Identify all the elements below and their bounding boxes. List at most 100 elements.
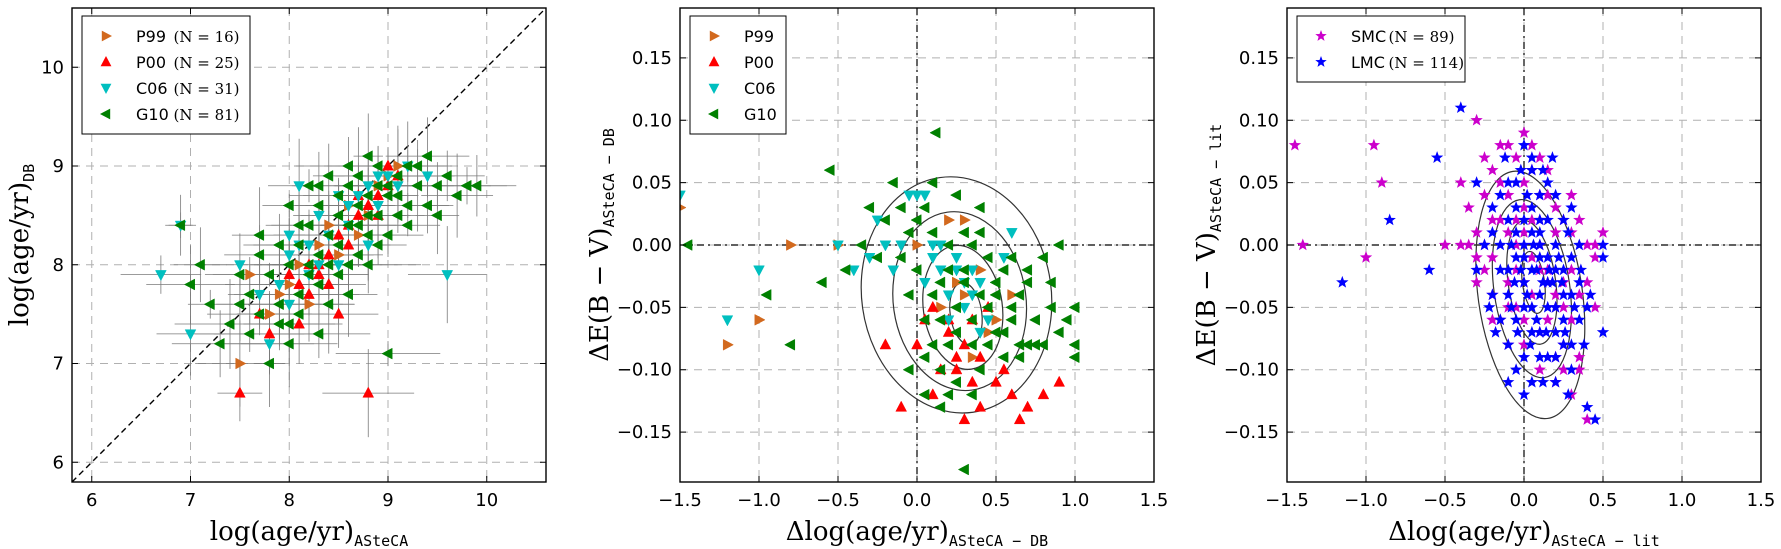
data-point — [353, 229, 365, 241]
data-point — [1438, 238, 1452, 251]
data-point — [234, 260, 246, 272]
data-point — [1470, 275, 1483, 288]
data-point — [1588, 300, 1602, 313]
data-point — [929, 126, 941, 139]
data-point — [312, 249, 324, 261]
data-point — [1549, 325, 1562, 338]
data-point — [919, 190, 931, 202]
data-point — [989, 326, 1001, 339]
data-point — [1489, 325, 1502, 338]
data-point — [294, 258, 306, 271]
data-point — [959, 289, 971, 301]
data-point — [1044, 276, 1056, 289]
data-point — [1581, 300, 1594, 313]
density-contour — [860, 176, 1053, 414]
data-point — [322, 170, 334, 182]
data-point — [975, 264, 987, 276]
data-point — [352, 208, 365, 220]
data-point — [421, 171, 434, 183]
data-point — [1336, 275, 1349, 288]
x-tick-label: 9 — [382, 490, 393, 511]
data-point — [1502, 263, 1515, 276]
legend-label-c06: C06 — [136, 79, 168, 98]
data-point — [303, 240, 315, 252]
data-point — [382, 159, 394, 171]
data-point — [989, 289, 1001, 301]
data-point — [1588, 238, 1602, 251]
data-point — [878, 214, 890, 226]
data-point — [1383, 213, 1396, 226]
data-point — [1013, 351, 1025, 364]
data-point — [283, 230, 296, 242]
data-point — [1549, 238, 1562, 251]
data-point — [1536, 375, 1550, 388]
legend-marker-smc — [1315, 30, 1327, 41]
density-contour — [1475, 170, 1586, 420]
data-point — [1502, 275, 1515, 288]
y-tick-label: 9 — [53, 156, 64, 177]
data-point — [1533, 213, 1546, 226]
data-point — [1573, 363, 1586, 375]
data-point — [1470, 250, 1483, 263]
data-point — [1486, 313, 1499, 326]
data-point — [949, 301, 961, 314]
data-point — [235, 357, 247, 370]
data-point — [784, 338, 796, 351]
data-point — [902, 289, 914, 301]
data-point — [302, 219, 314, 232]
data-point — [911, 338, 923, 350]
data-point — [1486, 288, 1499, 301]
legend-label-c06: C06 — [744, 79, 776, 98]
data-point — [966, 290, 979, 302]
data-point — [1533, 350, 1546, 363]
data-point — [1052, 239, 1064, 251]
data-point — [272, 298, 284, 311]
data-point — [1494, 263, 1507, 276]
data-point — [283, 268, 296, 280]
x-tick-label: 8 — [284, 490, 295, 511]
x-tick-label: 1.5 — [1140, 490, 1169, 511]
x-tick-label: −0.5 — [1423, 490, 1467, 511]
data-point — [312, 328, 324, 340]
y-tick-label: −0.10 — [1224, 360, 1279, 381]
data-point — [284, 278, 296, 291]
data-point — [1494, 176, 1507, 188]
data-point — [1053, 375, 1066, 387]
data-point — [1577, 338, 1591, 351]
data-point — [1581, 400, 1594, 413]
data-point — [1486, 163, 1499, 176]
data-point — [966, 265, 979, 277]
data-point — [1573, 238, 1586, 251]
data-point — [420, 150, 432, 162]
y-tick-label: 8 — [53, 255, 64, 276]
data-point — [411, 179, 423, 192]
data-point — [1517, 275, 1531, 288]
data-point — [1533, 325, 1546, 338]
data-point — [234, 386, 246, 398]
data-point — [680, 204, 687, 212]
data-point — [1037, 388, 1050, 400]
data-point — [313, 260, 325, 272]
data-point — [942, 290, 955, 302]
data-point — [1533, 250, 1546, 263]
data-point — [440, 170, 452, 182]
series-c06 — [680, 190, 1018, 339]
data-point — [965, 388, 977, 401]
data-point — [1498, 151, 1512, 163]
data-point — [1525, 163, 1539, 176]
data-point — [391, 189, 403, 202]
data-point — [1517, 213, 1531, 226]
data-point — [1470, 263, 1483, 276]
data-point — [243, 288, 255, 301]
data-point — [292, 288, 304, 301]
data-point — [950, 253, 963, 265]
data-point — [997, 326, 1009, 339]
data-point — [233, 298, 245, 311]
data-point — [1557, 213, 1570, 226]
x-axis-label: Δlog(age/yr)ASteCA − lit — [1388, 517, 1659, 549]
data-point — [990, 375, 1002, 387]
data-point — [1028, 338, 1040, 351]
data-point — [253, 289, 266, 301]
x-tick-label: 1.5 — [1747, 490, 1776, 511]
data-point — [1013, 289, 1025, 301]
